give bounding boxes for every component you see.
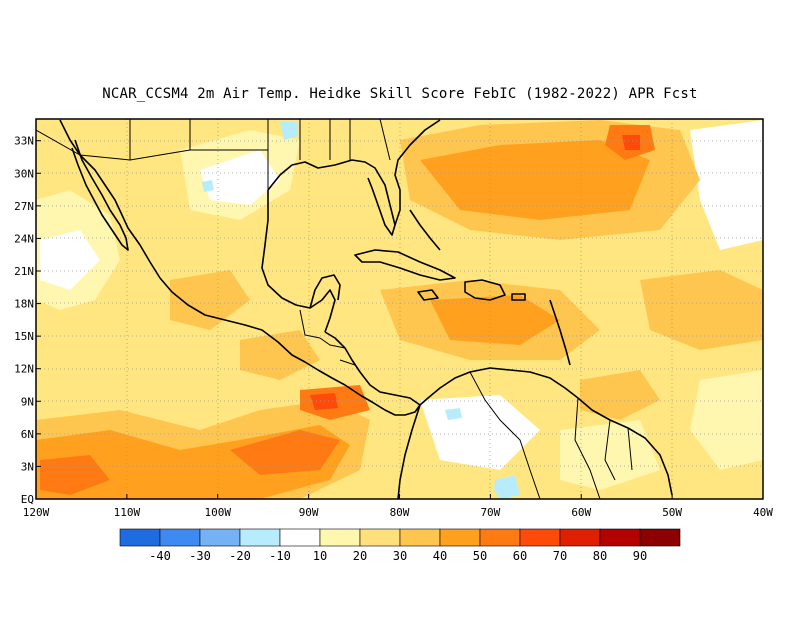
colorbar-label: 80: [593, 549, 607, 563]
lat-label: 30N: [14, 167, 34, 180]
colorbar-label: 30: [393, 549, 407, 563]
colorbar: -40 -30 -20 -10 10 20 30 40 50 60 70 80 90: [119, 528, 681, 563]
colorbar-swatch: [639, 528, 681, 547]
lat-label: 24N: [14, 232, 34, 245]
colorbar-label: -40: [149, 549, 171, 563]
colorbar-swatch: [359, 528, 401, 547]
colorbar-label: -20: [229, 549, 251, 563]
colorbar-swatch: [119, 528, 161, 547]
colorbar-swatch: [279, 528, 321, 547]
colorbar-swatch: [439, 528, 481, 547]
lat-label: 3N: [21, 460, 34, 473]
colorbar-swatch: [239, 528, 281, 547]
lat-label: 33N: [14, 135, 34, 148]
longitude-axis: 120W 110W 100W 90W 80W 70W 60W 50W 40W: [23, 494, 773, 519]
lon-label: 120W: [23, 506, 50, 519]
lon-label: 70W: [480, 506, 500, 519]
colorbar-label: -30: [189, 549, 211, 563]
lon-label: 100W: [205, 506, 232, 519]
lon-label: 90W: [299, 506, 319, 519]
colorbar-label: 20: [353, 549, 367, 563]
lon-label: 110W: [114, 506, 141, 519]
lat-label: 21N: [14, 265, 34, 278]
lat-label: 27N: [14, 200, 34, 213]
lon-label: 50W: [662, 506, 682, 519]
colorbar-swatch: [599, 528, 641, 547]
colorbar-label: 10: [313, 549, 327, 563]
lat-label: 6N: [21, 428, 34, 441]
latitude-axis: EQ 3N 6N 9N 12N 15N 18N 21N 24N 27N 30N 33N: [14, 135, 41, 506]
lat-label: 9N: [21, 395, 34, 408]
lon-label: 60W: [571, 506, 591, 519]
colorbar-label: 60: [513, 549, 527, 563]
lat-label: 18N: [14, 298, 34, 311]
colorbar-swatch: [519, 528, 561, 547]
borders: [36, 119, 633, 499]
chart-title: NCAR_CCSM4 2m Air Temp. Heidke Skill Sco…: [102, 86, 698, 102]
coastlines: [59, 119, 673, 499]
colorbar-swatch: [159, 528, 201, 547]
colorbar-swatch: [559, 528, 601, 547]
skill-field: [36, 119, 763, 499]
colorbar-swatch: [479, 528, 521, 547]
lon-label: 80W: [390, 506, 410, 519]
colorbar-swatch: [199, 528, 241, 547]
colorbar-label: 90: [633, 549, 647, 563]
lon-label: 40W: [753, 506, 773, 519]
colorbar-label: -10: [269, 549, 291, 563]
colorbar-label: 50: [473, 549, 487, 563]
gridlines: [36, 119, 763, 499]
lat-label: EQ: [21, 493, 34, 506]
colorbar-swatch: [399, 528, 441, 547]
lat-label: 15N: [14, 330, 34, 343]
lat-label: 12N: [14, 363, 34, 376]
colorbar-label: 70: [553, 549, 567, 563]
colorbar-swatch: [319, 528, 361, 547]
colorbar-label: 40: [433, 549, 447, 563]
